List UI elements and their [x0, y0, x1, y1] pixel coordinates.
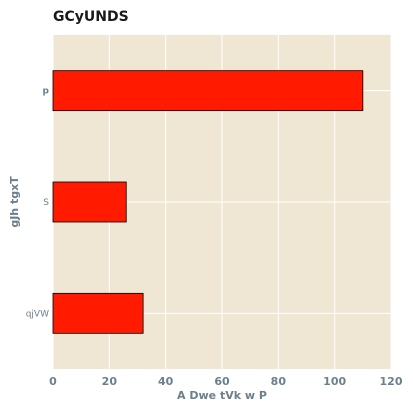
bar-qjVW [52, 292, 144, 334]
bars [52, 70, 364, 334]
x-tick-label: 120 [380, 375, 403, 388]
x-axis-label: A Dwe tVk w P [177, 389, 267, 402]
x-tick-label: 80 [271, 375, 287, 388]
x-tick-label: 20 [102, 375, 118, 388]
x-tick-label: 40 [158, 375, 174, 388]
x-tick-label: 0 [49, 375, 57, 388]
y-tick-label: S [43, 198, 49, 208]
x-axis-ticks: 0 20 40 60 80 100 120 [49, 375, 403, 388]
x-tick-label: 60 [214, 375, 230, 388]
chart-title: GCyUNDS [53, 9, 129, 25]
y-tick-label: qjVW [26, 309, 49, 319]
y-axis-label: gJh tgxT [8, 176, 21, 228]
y-tick-label: p [43, 87, 50, 97]
x-tick-label: 100 [323, 375, 346, 388]
bar-p [52, 70, 364, 112]
bar-S [52, 181, 127, 223]
